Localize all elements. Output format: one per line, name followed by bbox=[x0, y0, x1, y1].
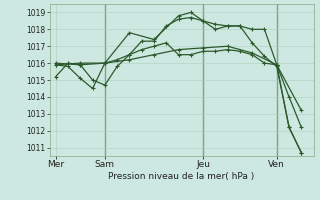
X-axis label: Pression niveau de la mer( hPa ): Pression niveau de la mer( hPa ) bbox=[108, 172, 255, 181]
